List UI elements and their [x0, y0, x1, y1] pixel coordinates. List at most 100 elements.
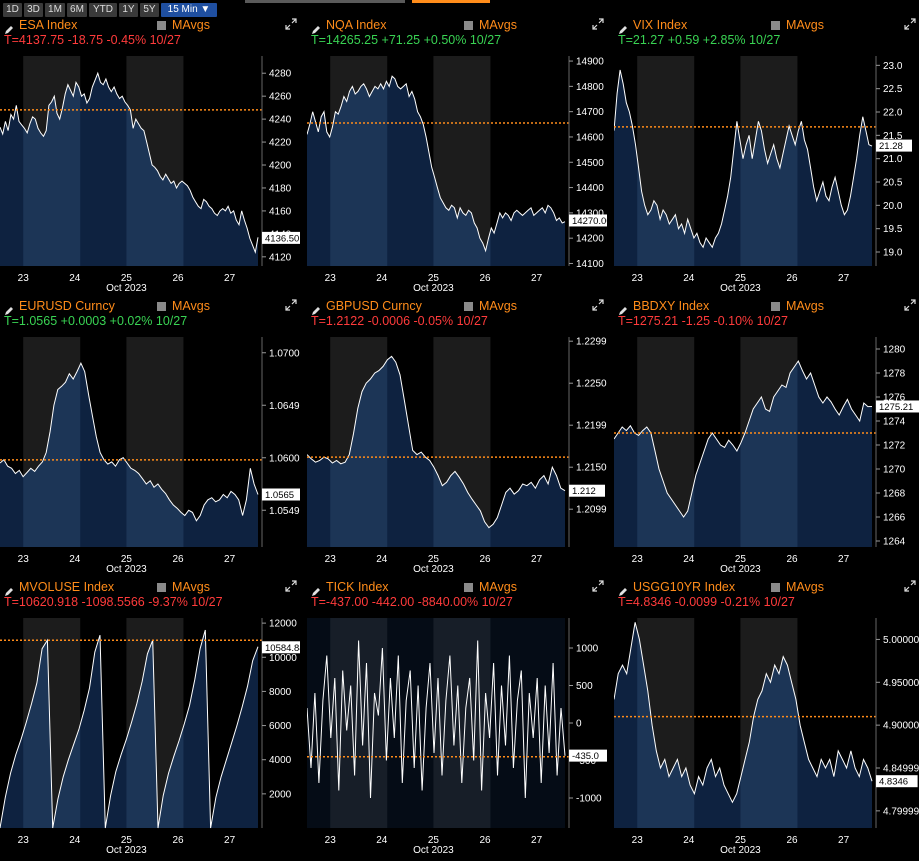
mavgs-label[interactable]: MAvgs: [479, 299, 517, 313]
timeframe-button-1[interactable]: 1D: [3, 3, 22, 17]
expand-icon[interactable]: [285, 579, 297, 592]
chart-panel-6: BBDXY Index MAvgs T=1275.21 -1.25 -0.10% 1…: [614, 298, 919, 573]
mavgs-toggle-box[interactable]: [157, 583, 166, 592]
mavgs-toggle-box[interactable]: [464, 583, 473, 592]
mavgs-label[interactable]: MAvgs: [172, 18, 210, 32]
x-axis-caption: Oct 2023: [720, 283, 761, 292]
series-line[interactable]: [307, 75, 566, 253]
price-stats: T=4137.75 -18.75 -0.45% 10/27: [4, 33, 181, 47]
y-tick-label: 1.2250000000000000888: [576, 379, 607, 390]
chart-title: NQA Index: [326, 18, 387, 32]
pencil-icon[interactable]: [311, 303, 320, 315]
chart-area[interactable]: 14100 14200 14300 14400 14500 14600 14700 14800…: [307, 48, 607, 292]
last-price-label: 4.8346: [879, 777, 908, 788]
y-tick-label: 4200: [269, 161, 292, 172]
x-tick-label: 23: [18, 554, 30, 565]
expand-icon[interactable]: [592, 579, 604, 592]
chart-panel-5: GBPUSD Curncy MAvgs T=1.2122 -0.0006 -0.05…: [307, 298, 607, 573]
mavgs-toggle-box[interactable]: [464, 302, 473, 311]
expand-icon[interactable]: [285, 298, 297, 311]
chart-area[interactable]: 1.0549999999999999378 1.06000000000000005…: [0, 329, 300, 573]
mavgs-toggle-box[interactable]: [771, 21, 780, 30]
mavgs-toggle-box[interactable]: [464, 21, 473, 30]
chart-area[interactable]: 2000 4000 6000 8000 10000 12000 10584.84 23 24 25…: [0, 610, 300, 854]
session-band: [433, 618, 491, 828]
y-tick-label: 4000: [269, 755, 292, 766]
x-tick-label: 24: [376, 835, 388, 846]
x-tick-label: 27: [531, 273, 543, 284]
mavgs-toggle-box[interactable]: [157, 302, 166, 311]
mavgs-label[interactable]: MAvgs: [172, 299, 210, 313]
chart-area[interactable]: 1264 1266 1268 1270 1272 1274 1276 1278 1280 1275…: [614, 329, 919, 573]
series-line[interactable]: [0, 361, 259, 522]
y-tick-label: 4260: [269, 92, 292, 103]
pencil-icon[interactable]: [618, 303, 627, 315]
mavgs-label[interactable]: MAvgs: [786, 299, 824, 313]
series-line[interactable]: [307, 640, 566, 799]
chart-panel-7: MVOLUSE Index MAvgs T=10620.918 -1098.5566…: [0, 579, 300, 854]
chart-title: EURUSD Curncy: [19, 299, 115, 313]
mavgs-label[interactable]: MAvgs: [786, 18, 824, 32]
pencil-icon[interactable]: [311, 584, 320, 596]
expand-icon[interactable]: [592, 298, 604, 311]
y-tick-label: 1272: [883, 441, 906, 452]
y-tick-label: 4.90000000000000036: [883, 721, 919, 732]
last-price-marker: [569, 214, 607, 227]
pencil-icon[interactable]: [4, 584, 13, 596]
y-tick-label: 19.0: [883, 248, 903, 259]
mavgs-label[interactable]: MAvgs: [479, 580, 517, 594]
x-tick-label: 25: [428, 554, 440, 565]
timeframe-button-2[interactable]: 3D: [24, 3, 43, 17]
chart-title: ESA Index: [19, 18, 78, 32]
series-line[interactable]: [614, 622, 873, 804]
series-line[interactable]: [0, 71, 259, 255]
expand-icon[interactable]: [904, 579, 916, 592]
expand-icon[interactable]: [904, 17, 916, 30]
timeframe-button-8[interactable]: 15 Min ▼: [161, 3, 217, 17]
y-tick-label: 14200: [576, 234, 604, 245]
y-tick-label: 10000: [269, 653, 297, 664]
y-tick-label: 4160: [269, 206, 292, 217]
mavgs-toggle-box[interactable]: [771, 583, 780, 592]
series-line[interactable]: [0, 629, 259, 829]
pencil-icon[interactable]: [4, 303, 13, 315]
pencil-icon[interactable]: [311, 22, 320, 34]
series-line[interactable]: [614, 359, 873, 518]
chart-area[interactable]: 1.2099999999999999645 1.21500000000000007…: [307, 329, 607, 573]
chart-area[interactable]: 19.0 19.5 20.0 20.5 21.0 21.5 22.0 22.5 23.0 21.2…: [614, 48, 919, 292]
mavgs-toggle-box[interactable]: [771, 302, 780, 311]
pencil-icon[interactable]: [618, 584, 627, 596]
mavgs-toggle-box[interactable]: [157, 21, 166, 30]
mavgs-label[interactable]: MAvgs: [172, 580, 210, 594]
pencil-icon[interactable]: [4, 22, 13, 34]
y-tick-label: 1.2150000000000000799: [576, 463, 607, 474]
pencil-icon[interactable]: [618, 22, 627, 34]
x-axis-caption: Oct 2023: [106, 564, 147, 573]
x-tick-label: 26: [786, 835, 798, 846]
chart-panel-4: EURUSD Curncy MAvgs T=1.0565 +0.0003 +0.02…: [0, 298, 300, 573]
y-tick-label: 4180: [269, 183, 292, 194]
mavgs-label[interactable]: MAvgs: [479, 18, 517, 32]
series-line[interactable]: [614, 69, 873, 249]
y-tick-label: 14300: [576, 208, 604, 219]
expand-icon[interactable]: [904, 298, 916, 311]
mavgs-label[interactable]: MAvgs: [786, 580, 824, 594]
x-tick-label: 27: [838, 554, 850, 565]
y-tick-label: 22.0: [883, 108, 903, 119]
price-stats: T=4.8346 -0.0099 -0.21% 10/27: [618, 595, 795, 609]
series-line[interactable]: [307, 355, 566, 529]
x-tick-label: 24: [69, 835, 81, 846]
chart-title: VIX Index: [633, 18, 688, 32]
chart-area[interactable]: 4.79999999999999982 4.84999999999999964 4.…: [614, 610, 919, 854]
expand-icon[interactable]: [592, 17, 604, 30]
chart-area[interactable]: 4120414041604180420042204240426042804136…: [0, 48, 300, 292]
timeframe-button-6[interactable]: 1Y: [119, 3, 138, 17]
timeframe-button-4[interactable]: 6M: [67, 3, 87, 17]
x-axis-caption: Oct 2023: [413, 845, 454, 854]
y-tick-label: 1.0549999999999999378: [269, 506, 300, 517]
expand-icon[interactable]: [285, 17, 297, 30]
timeframe-button-3[interactable]: 1M: [45, 3, 65, 17]
timeframe-button-5[interactable]: YTD: [89, 3, 117, 17]
timeframe-button-7[interactable]: 5Y: [140, 3, 159, 17]
